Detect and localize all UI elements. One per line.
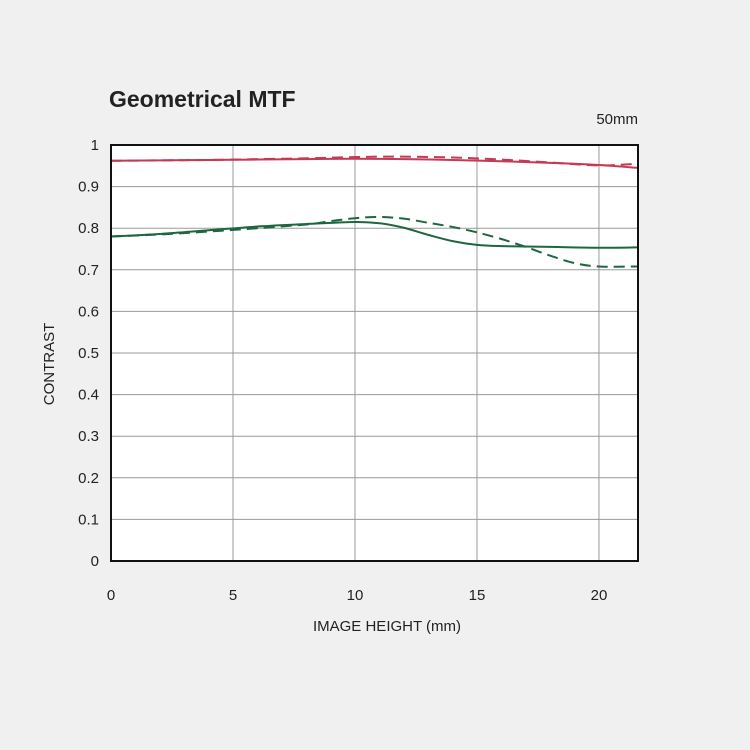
series-group (111, 155, 638, 268)
y-tick-label: 0.4 (78, 387, 99, 404)
y-axis-label: CONTRAST (41, 323, 58, 406)
x-tick-label: 15 (469, 587, 486, 604)
series-line-green-dashed (111, 215, 638, 268)
chart-subtitle: 50mm (596, 111, 638, 128)
y-tick-label: 0.6 (78, 303, 99, 320)
plot-border (110, 144, 639, 562)
y-tick-label: 0.5 (78, 345, 99, 362)
x-tick-label: 10 (347, 587, 364, 604)
grid (111, 145, 638, 561)
x-axis-label: IMAGE HEIGHT (mm) (313, 618, 461, 635)
series-line-green-solid (111, 220, 638, 249)
y-tick-label: 0 (91, 553, 99, 570)
tick-labels: 00.10.20.30.40.50.60.70.80.910 5 10 15 20 (78, 137, 607, 604)
y-tick-label: 0.1 (78, 511, 99, 528)
x-tick-label: 20 (591, 587, 608, 604)
y-tick-label: 0.3 (78, 428, 99, 445)
chart-title: Geometrical MTF (109, 86, 296, 112)
y-tick-label: 1 (91, 137, 99, 154)
y-tick-label: 0.2 (78, 470, 99, 487)
x-tick-label: 5 (229, 587, 237, 604)
x-tick-label: 0 (107, 587, 115, 604)
y-tick-label: 0.7 (78, 262, 99, 279)
y-tick-label: 0.9 (78, 179, 99, 196)
y-tick-label: 0.8 (78, 220, 99, 237)
